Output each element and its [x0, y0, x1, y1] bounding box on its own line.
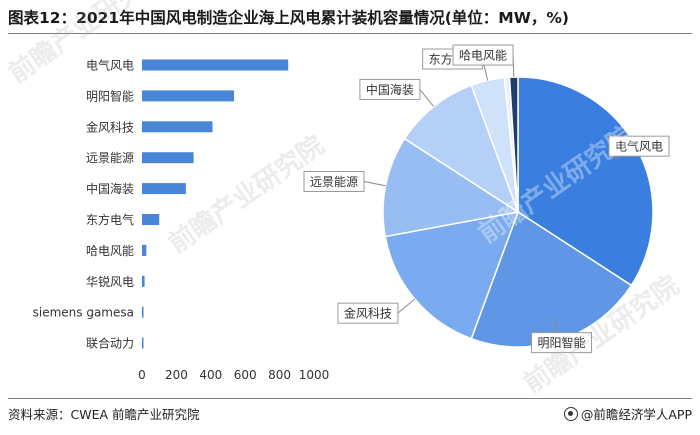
x-tick-label: 600	[234, 368, 257, 382]
bar	[142, 244, 147, 256]
brand-text: @前瞻经济学人APP	[580, 407, 692, 422]
bar-category-label: 明阳智能	[86, 88, 134, 103]
bar-category-label: 哈电风能	[86, 244, 134, 258]
bar-category-label: 联合动力	[86, 336, 134, 351]
pie-label-box	[452, 44, 514, 66]
bar	[142, 306, 144, 318]
footer-divider	[8, 398, 692, 399]
source-note: 资料来源：CWEA 前瞻产业研究院	[8, 407, 200, 422]
pie-leader-line	[363, 181, 386, 187]
pie-slice-label: 电气风电	[615, 139, 663, 154]
pie-slice-label: 金风科技	[344, 306, 392, 321]
bar	[142, 214, 160, 225]
pie-label-box	[303, 170, 365, 192]
pie-slice-label: 哈电风能	[459, 49, 507, 63]
pie-label-box	[608, 135, 670, 157]
pie-slice	[384, 211, 520, 340]
x-tick-label: 800	[268, 368, 291, 382]
bar-category-label: 电气风电	[86, 58, 134, 73]
x-tick-label: 0	[138, 368, 146, 382]
bar-category-label: 远景能源	[86, 151, 134, 165]
pie-slice-label: 远景能源	[310, 175, 358, 189]
pie-leader-line	[397, 298, 416, 314]
pie-slice	[382, 137, 520, 238]
pie-label-box	[531, 332, 593, 354]
pie-label-box	[359, 78, 421, 100]
x-tick-label: 400	[199, 368, 222, 382]
pie-slice-label: 明阳智能	[538, 335, 586, 350]
bar	[142, 152, 194, 164]
pie-slice	[403, 84, 520, 214]
bar-category-label: siemens gamesa	[33, 306, 134, 320]
bar-category-label: 东方电气	[86, 212, 134, 227]
x-tick-label: 1000	[299, 368, 330, 382]
bar	[142, 121, 213, 133]
pie-leader-line	[419, 89, 435, 107]
x-tick-label: 200	[165, 368, 188, 382]
bar	[142, 337, 144, 349]
chart-title: 图表12：2021年中国风电制造企业海上风电累计装机容量情况(单位：MW，%)	[8, 9, 569, 27]
pie-label-box	[337, 302, 399, 324]
bar-category-label: 中国海装	[86, 181, 134, 196]
brand-logo-icon	[563, 406, 578, 421]
brand-credit: @前瞻经济学人APP	[563, 404, 692, 423]
bar	[142, 90, 235, 102]
title-divider	[8, 33, 692, 34]
pie-slice-label: 中国海装	[366, 82, 414, 97]
bar-category-label: 金风科技	[86, 119, 134, 134]
pie-slice	[508, 76, 519, 213]
bar	[142, 59, 289, 71]
bar	[142, 275, 145, 287]
bar	[142, 183, 186, 195]
bar-category-label: 华锐风电	[86, 275, 134, 289]
